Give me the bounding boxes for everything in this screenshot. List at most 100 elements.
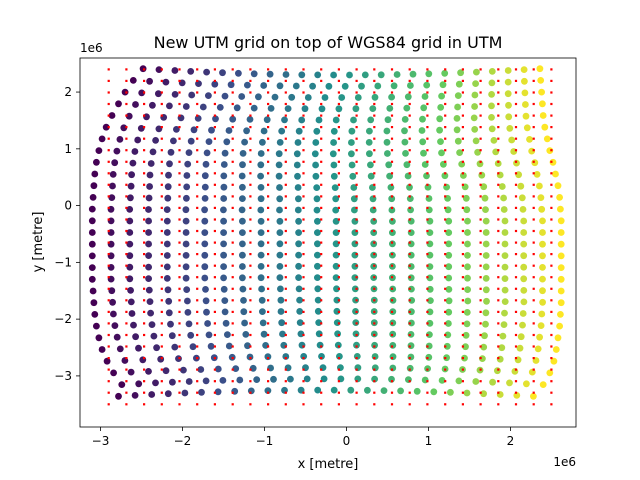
projected-grid-point [294, 139, 302, 146]
projected-grid-point [488, 114, 495, 121]
utm-grid-point [267, 91, 270, 94]
projected-grid-point [110, 369, 117, 377]
utm-grid-point [479, 345, 482, 348]
utm-grid-point [426, 149, 429, 152]
utm-grid-point [302, 102, 305, 106]
utm-grid-point [426, 172, 429, 175]
projected-grid-point [201, 251, 209, 259]
utm-grid-point [337, 253, 340, 256]
projected-grid-point [275, 150, 283, 158]
utm-grid-point [373, 310, 376, 313]
utm-grid-point [320, 218, 323, 221]
utm-grid-point [320, 79, 323, 82]
utm-grid-point [267, 391, 270, 394]
utm-grid-point [320, 345, 323, 348]
projected-grid-point [437, 104, 445, 111]
projected-grid-point [389, 240, 396, 248]
utm-grid-point [532, 299, 535, 302]
projected-grid-point [312, 172, 320, 180]
utm-grid-point [514, 241, 518, 244]
projected-grid-point [351, 240, 359, 248]
utm-grid-point [444, 126, 447, 129]
projected-grid-point [135, 344, 142, 352]
projected-grid-point [181, 389, 189, 397]
projected-grid-point [171, 91, 179, 98]
utm-grid-point [514, 114, 518, 117]
projected-grid-point [257, 161, 265, 169]
utm-grid-point [408, 79, 411, 82]
projected-grid-point [203, 149, 211, 157]
utm-grid-point [479, 218, 482, 221]
utm-grid-point [408, 126, 411, 129]
utm-grid-point [444, 218, 447, 221]
utm-grid-point [249, 218, 252, 221]
utm-grid-point [337, 183, 340, 186]
projected-grid-point [276, 217, 284, 225]
utm-grid-point [550, 241, 553, 244]
projected-grid-point [371, 93, 379, 101]
utm-grid-point [532, 357, 535, 360]
projected-grid-point [183, 286, 191, 293]
projected-grid-point [480, 390, 487, 398]
projected-grid-point [260, 330, 268, 338]
projected-grid-point [347, 386, 355, 394]
projected-grid-point [407, 251, 415, 259]
utm-grid-point [390, 357, 394, 360]
projected-grid-point [276, 195, 284, 203]
utm-grid-point [532, 218, 535, 221]
projected-grid-point [546, 369, 554, 377]
utm-grid-point [373, 241, 376, 244]
projected-grid-point [407, 353, 415, 361]
projected-grid-point [246, 116, 254, 123]
utm-grid-point [390, 149, 394, 152]
utm-grid-point [249, 253, 252, 256]
utm-grid-point [143, 276, 146, 279]
projected-grid-point [90, 182, 98, 190]
utm-grid-point [160, 114, 163, 117]
utm-grid-point [550, 253, 553, 256]
utm-grid-point [231, 114, 234, 117]
projected-grid-point [277, 296, 285, 304]
utm-grid-point [514, 183, 518, 186]
utm-grid-point [107, 218, 110, 221]
utm-grid-point [550, 206, 553, 209]
utm-grid-point [196, 368, 199, 371]
utm-grid-point [284, 345, 287, 348]
utm-grid-point [337, 114, 340, 117]
utm-grid-point [196, 79, 199, 82]
utm-grid-point [160, 368, 163, 371]
projected-grid-point [445, 217, 453, 225]
utm-grid-point [355, 79, 358, 82]
projected-grid-point [550, 357, 558, 365]
projected-grid-point [463, 389, 471, 397]
projected-grid-point [557, 275, 565, 283]
projected-grid-point [438, 149, 445, 157]
utm-grid-point [479, 276, 482, 279]
utm-grid-point [302, 229, 305, 233]
utm-grid-point [514, 91, 518, 94]
utm-grid-point [302, 195, 305, 198]
projected-grid-point [443, 342, 451, 350]
projected-grid-point [182, 217, 190, 225]
utm-grid-point [178, 68, 181, 71]
utm-grid-point [408, 241, 411, 244]
projected-grid-point [239, 217, 246, 225]
utm-grid-point [178, 299, 181, 302]
projected-grid-point [187, 68, 195, 75]
x-axis-ticks: −3 −2 −1 0 1 2 [92, 427, 514, 448]
utm-grid-point [337, 276, 340, 279]
utm-grid-point [267, 172, 270, 175]
projected-grid-point [89, 194, 97, 201]
utm-grid-point [320, 391, 323, 394]
utm-grid-point [444, 149, 447, 152]
utm-grid-point [461, 229, 464, 233]
projected-grid-point [445, 240, 453, 248]
projected-grid-point [506, 379, 513, 387]
projected-grid-point [501, 309, 508, 317]
projected-grid-point [279, 330, 286, 338]
utm-grid-point [231, 310, 234, 313]
utm-grid-point [373, 126, 376, 129]
utm-grid-point [479, 126, 482, 129]
projected-grid-point [500, 206, 508, 213]
y-tick-label: −1 [54, 255, 72, 269]
